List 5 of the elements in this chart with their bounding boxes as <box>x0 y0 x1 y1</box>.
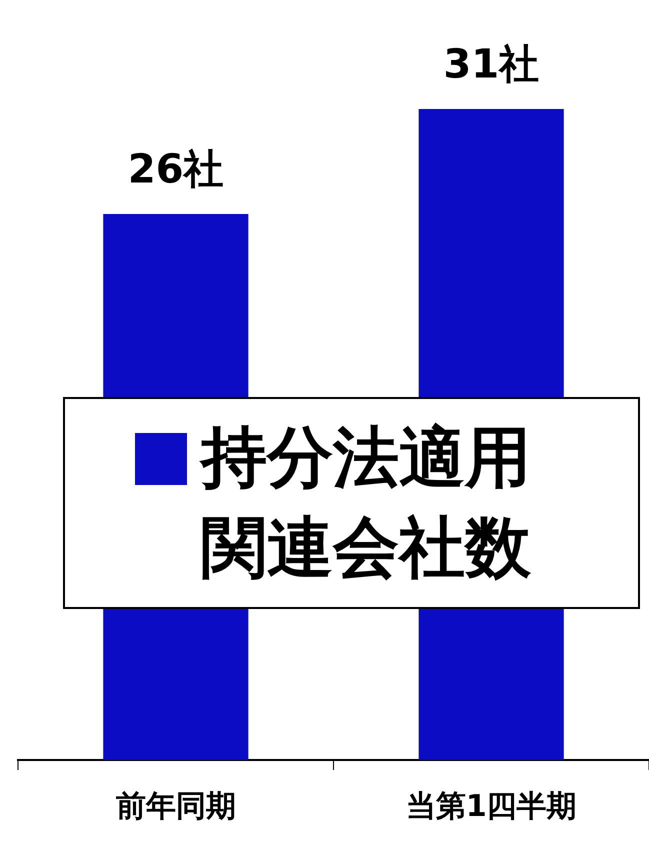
data-label: 26社 <box>128 146 224 192</box>
x-tick-label: 当第1四半期 <box>406 788 577 824</box>
data-label: 31社 <box>443 41 540 88</box>
legend-label: 持分法適用関連会社数 <box>201 418 532 588</box>
x-tick-label: 前年同期 <box>116 788 236 824</box>
